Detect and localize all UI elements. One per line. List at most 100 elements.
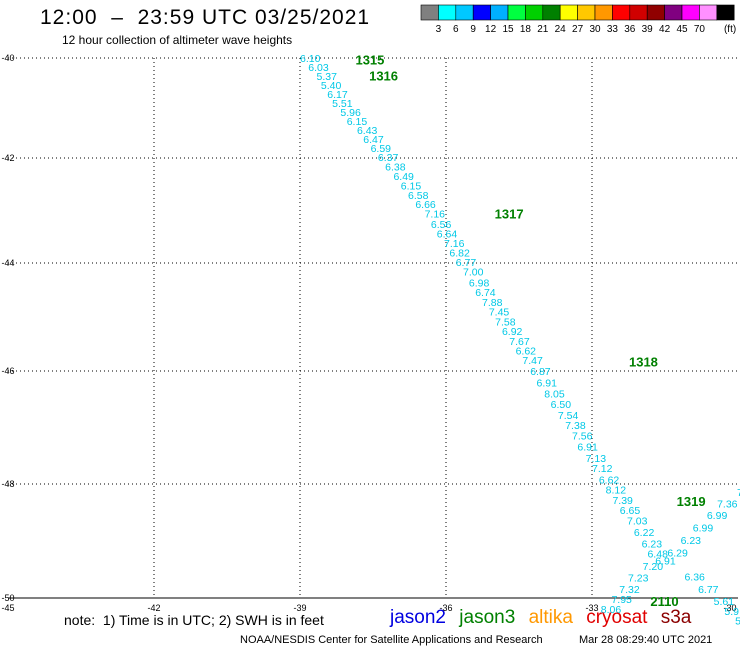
wave-height-value: 7.47 — [522, 355, 543, 367]
satellite-altika: altika — [528, 607, 573, 628]
pass-time-label: 1315 — [355, 53, 384, 68]
legend-label: 21 — [537, 24, 549, 35]
legend-label: 15 — [502, 24, 514, 35]
lat-tick-label: -48 — [1, 479, 14, 489]
lat-tick-label: -44 — [1, 258, 14, 268]
map-title: 12:00 – 23:59 UTC 03/25/2021 — [40, 6, 371, 29]
wave-height-value: 7.45 — [489, 307, 510, 319]
wave-height-value: 5.61 — [714, 596, 735, 608]
wave-height-value: 6.99 — [707, 510, 728, 522]
wave-height-value: 7.36 — [717, 498, 738, 510]
lat-tick-label: -50 — [1, 593, 14, 603]
lon-tick-label: -30 — [723, 603, 736, 613]
wave-height-value: 6.23 — [642, 538, 663, 550]
wave-height-value: 7.12 — [592, 463, 613, 475]
wave-height-value: 5.40 — [321, 80, 342, 92]
wave-height-value: 7.58 — [495, 316, 516, 328]
wave-height-value: 6.29 — [667, 547, 688, 559]
legend-label: 33 — [607, 24, 619, 35]
footer-timestamp: Mar 28 08:29:40 UTC 2021 — [579, 634, 713, 646]
wave-height-value: 6.64 — [437, 229, 458, 241]
wave-height-value: 6.65 — [620, 505, 641, 517]
lat-tick-label: -42 — [1, 153, 14, 163]
lon-tick-label: -45 — [1, 603, 14, 613]
wave-height-value: 6.56 — [431, 219, 452, 231]
pass-time-label: 1316 — [369, 69, 398, 84]
wave-height-value: 7.56 — [572, 430, 593, 442]
wave-height-value: 6.47 — [363, 134, 384, 146]
lat-tick-label: -46 — [1, 366, 14, 376]
wave-height-value: 5.96 — [340, 107, 361, 119]
wave-height-value: 6.98 — [469, 277, 490, 289]
wave-height-value: 8.06 — [601, 604, 622, 616]
legend-label: 24 — [555, 24, 567, 35]
wave-height-value: 7.38 — [565, 420, 586, 432]
wave-height-value: 7.0 — [737, 487, 740, 499]
legend-label: 27 — [572, 24, 584, 35]
wave-height-value: 6.38 — [385, 161, 406, 173]
wave-height-value: 6.17 — [327, 89, 348, 101]
wave-height-value: 7.13 — [586, 453, 607, 465]
wave-height-value: 6.50 — [551, 399, 572, 411]
legend-label: 70 — [694, 24, 706, 35]
pass-time-label: 2110 — [650, 594, 678, 609]
legend-label: 12 — [485, 24, 497, 35]
wave-height-value: 8.05 — [544, 389, 565, 401]
lon-tick-label: -36 — [439, 603, 452, 613]
lon-tick-label: -33 — [585, 603, 598, 613]
wave-height-value: 6.15 — [401, 180, 422, 192]
wave-height-value: 5.51 — [332, 98, 353, 110]
wave-height-value: 7.16 — [425, 209, 446, 221]
wave-height-value: 7.23 — [628, 572, 649, 584]
wave-height-value: 6.48 — [647, 549, 668, 561]
pass-time-label: 1319 — [677, 494, 706, 509]
legend-label: 9 — [470, 24, 476, 35]
wave-height-value: 6.43 — [357, 125, 378, 137]
wave-height-value: 7.39 — [612, 495, 633, 507]
wave-height-value: 6.77 — [456, 257, 477, 269]
wave-height-value: 6.37 — [378, 152, 399, 164]
wave-height-value: 6.62 — [516, 345, 537, 357]
legend-label: 45 — [676, 24, 688, 35]
legend-label: 6 — [453, 24, 459, 35]
wave-height-value: 6.03 — [308, 62, 329, 74]
legend-label: 39 — [642, 24, 654, 35]
color-legend: 3 6 9 12 15 18 21 24 27 30 33 36 39 42 45 70 (ft) — [420, 4, 736, 35]
wave-height-value: 6.91 — [537, 377, 558, 389]
map-subtitle: 12 hour collection of altimeter wave hei… — [62, 33, 293, 47]
wave-height-value: 5.9 — [724, 606, 739, 618]
wave-height-value: 6.87 — [530, 366, 551, 378]
wave-height-value: 8.12 — [606, 485, 627, 497]
wave-height-value: 6.99 — [693, 522, 714, 534]
legend-label: 3 — [436, 24, 442, 35]
satellite-cryosat: cryosat — [586, 607, 648, 628]
lon-tick-label: -39 — [293, 603, 306, 613]
wave-height-value: 6.58 — [408, 190, 429, 202]
wave-height-value: 7.00 — [463, 267, 484, 279]
wave-height-value: 7.67 — [509, 336, 530, 348]
footer-credit: NOAA/NESDIS Center for Satellite Applica… — [240, 634, 543, 646]
legend-unit: (ft) — [724, 24, 736, 35]
wave-height-value: 7.88 — [482, 297, 503, 309]
pass-time-label: 1318 — [629, 354, 658, 369]
wave-height-value: 6.23 — [681, 535, 702, 547]
wave-height-value: 5 — [735, 616, 740, 628]
satellite-jason2: jason2 — [390, 607, 446, 628]
legend-swatch — [716, 4, 735, 21]
wave-height-value: 6.82 — [449, 248, 470, 260]
lat-tick-label: -40 — [1, 53, 14, 63]
legend-label: 18 — [520, 24, 532, 35]
wave-height-value: 6.49 — [393, 171, 414, 183]
lon-tick-label: -42 — [147, 603, 160, 613]
wave-height-value: 6.59 — [371, 143, 392, 155]
pass-time-label: 1317 — [495, 207, 524, 222]
satellite-s3a: s3a — [660, 607, 692, 628]
satellite-jason3: jason3 — [459, 607, 516, 628]
wave-height-value: 7.16 — [444, 238, 465, 250]
wave-height-value: 6.77 — [698, 584, 719, 596]
legend-label: 30 — [589, 24, 601, 35]
wave-height-value: 6.22 — [634, 527, 655, 539]
note-text: note: 1) Time is in UTC; 2) SWH is in fe… — [64, 612, 324, 628]
wave-height-value: 6.74 — [475, 287, 496, 299]
wave-height-value: 6.66 — [415, 199, 436, 211]
